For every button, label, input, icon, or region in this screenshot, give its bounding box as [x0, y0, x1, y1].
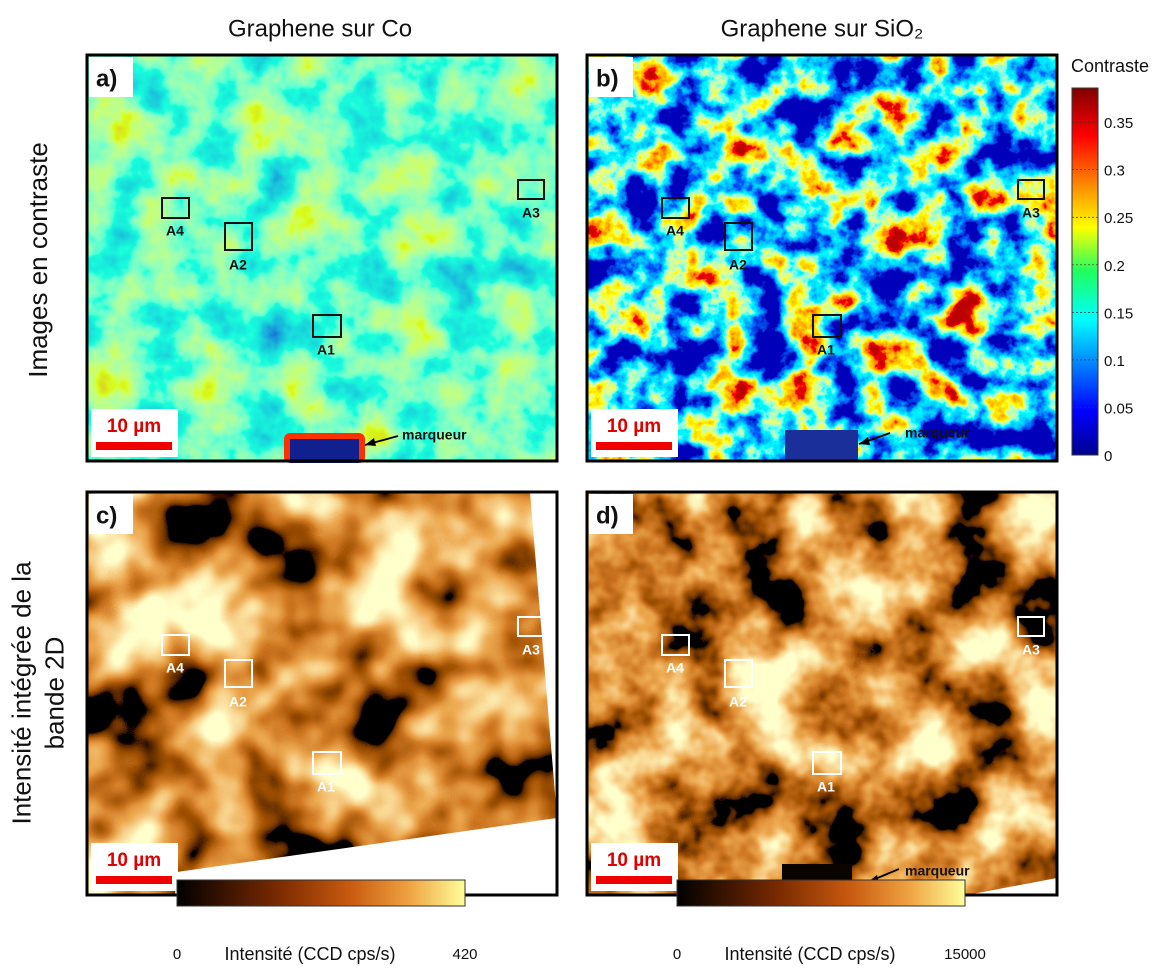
region-box	[1017, 616, 1045, 637]
colorbar-tick-label: 0.35	[1104, 115, 1133, 132]
panel-image	[587, 55, 1057, 461]
region-box	[724, 659, 753, 688]
panel-image	[87, 55, 557, 461]
image-edge	[175, 818, 557, 895]
region-box	[661, 197, 690, 219]
colorbar-min: 0	[673, 946, 681, 963]
panel-label: b)	[596, 65, 619, 92]
colorbar-max: 15000	[944, 946, 986, 963]
marker-pad	[785, 430, 858, 461]
scale-bar	[596, 442, 672, 450]
panel: A4 A2 A1 A3 d) 10 µm marqueur	[585, 490, 1059, 897]
panel-label-bg	[89, 494, 133, 534]
region-label: A2	[229, 257, 247, 273]
row-title: bande 2D	[39, 637, 69, 750]
colorbar-tick-label: 0.1	[1104, 353, 1125, 370]
marker-label: marqueur	[905, 863, 970, 879]
region-label: A1	[317, 342, 335, 358]
region-label: A4	[666, 223, 684, 239]
panel-label: a)	[96, 65, 117, 92]
colorbar-tick-label: 0.15	[1104, 305, 1133, 322]
region-label: A3	[1022, 205, 1040, 221]
region-box	[312, 314, 342, 338]
row-title: Intensité intégrée de la	[6, 561, 36, 825]
region-label: A1	[817, 342, 835, 358]
colorbar	[176, 879, 466, 907]
colorbar-tick-label: 0.2	[1104, 258, 1125, 275]
scale-bar	[96, 442, 172, 450]
row-title: Images en contraste	[23, 142, 53, 378]
region-box	[161, 197, 190, 219]
panel-frame	[85, 53, 559, 463]
image-edge	[530, 492, 557, 818]
panel-label-bg	[589, 57, 633, 97]
region-box	[1017, 179, 1045, 200]
colorbar-tick-label: 0.3	[1104, 163, 1125, 180]
region-box	[224, 222, 253, 251]
region-label: A3	[522, 642, 540, 658]
region-label: A1	[817, 779, 835, 795]
colorbar-tick-label: 0.25	[1104, 210, 1133, 227]
scale-bar-label: 10 µm	[607, 416, 661, 437]
marker-arrowhead	[859, 437, 870, 445]
region-box	[161, 634, 190, 656]
colorbar-title: Contraste	[1071, 56, 1149, 76]
region-box	[661, 634, 690, 656]
colorbar-tick-label: 0.05	[1104, 400, 1133, 417]
scale-bar-label: 10 µm	[107, 850, 161, 871]
column-title: Graphene sur SiO₂	[721, 15, 924, 42]
scale-bar-label: 10 µm	[607, 850, 661, 871]
panel-label: d)	[596, 502, 619, 529]
region-box	[812, 751, 842, 775]
region-label: A3	[522, 205, 540, 221]
region-box	[224, 659, 253, 688]
panel: A4 A2 A1 A3 a) 10 µm marqueur	[85, 53, 559, 463]
region-label: A1	[317, 779, 335, 795]
region-box	[812, 314, 842, 338]
panel-image	[87, 492, 557, 895]
colorbar-tick-label: 0	[1104, 448, 1112, 465]
scale-bar	[96, 876, 172, 884]
region-label: A4	[666, 660, 684, 676]
colorbar	[676, 879, 966, 907]
colorbar	[1071, 87, 1099, 456]
region-label: A2	[229, 694, 247, 710]
region-label: A4	[166, 660, 184, 676]
region-label: A4	[166, 223, 184, 239]
image-edge	[967, 878, 1057, 895]
marker-arrowhead	[365, 438, 376, 446]
marker-label: marqueur	[402, 427, 467, 443]
scale-bar-label: 10 µm	[107, 416, 161, 437]
panel: A4 A2 A1 A3 c) 10 µm	[85, 490, 559, 897]
scale-bar	[596, 876, 672, 884]
marker-pad	[290, 439, 359, 463]
colorbar-label: Intensité (CCD cps/s)	[724, 944, 895, 964]
column-title: Graphene sur Co	[228, 15, 412, 42]
region-box	[517, 179, 545, 200]
panel-label-bg	[89, 57, 133, 97]
panel-label: c)	[96, 502, 117, 529]
panel: A4 A2 A1 A3 b) 10 µm marqueur	[585, 53, 1059, 463]
marker-label: marqueur	[905, 425, 970, 441]
colorbar-label: Intensité (CCD cps/s)	[224, 944, 395, 964]
colorbar-max: 420	[452, 946, 477, 963]
panel-label-bg	[589, 494, 633, 534]
panel-frame	[585, 53, 1059, 463]
image-tint	[87, 55, 557, 461]
panel-image	[587, 492, 1057, 895]
region-label: A2	[729, 694, 747, 710]
region-box	[724, 222, 753, 251]
region-box	[517, 616, 545, 637]
region-label: A2	[729, 257, 747, 273]
colorbar-min: 0	[173, 946, 181, 963]
region-label: A3	[1022, 642, 1040, 658]
region-box	[312, 751, 342, 775]
